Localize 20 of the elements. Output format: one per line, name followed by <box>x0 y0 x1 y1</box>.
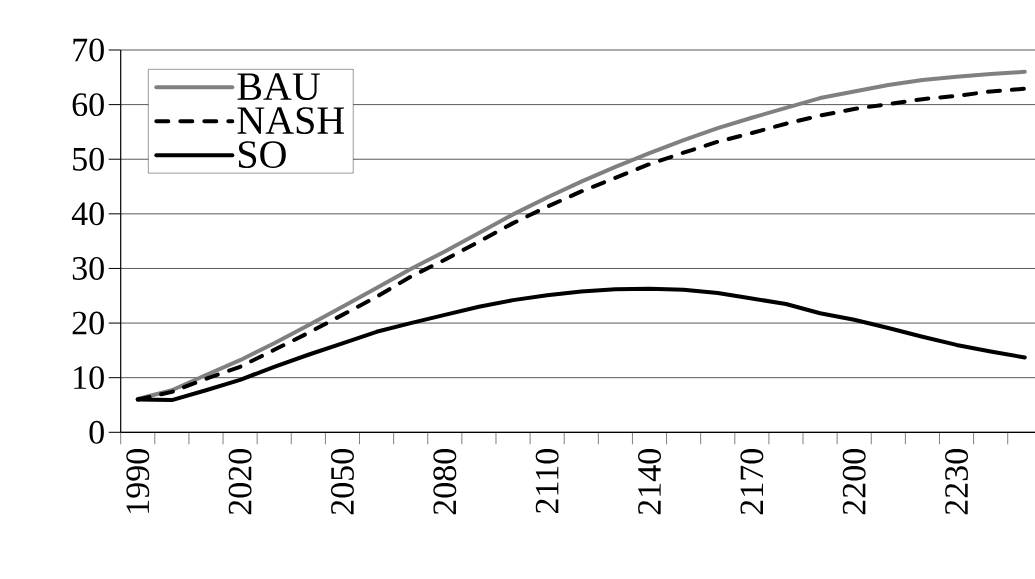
y-tick-label: 0 <box>89 420 104 444</box>
x-tick-label: 2200 <box>842 449 866 515</box>
y-tick-label: 60 <box>72 93 104 117</box>
y-tick-label: 10 <box>74 366 104 390</box>
legend-label: NASH <box>237 107 345 135</box>
y-tick-label: 20 <box>72 311 104 335</box>
x-tick-label: 2020 <box>228 449 252 515</box>
x-tick-label: 2110 <box>535 449 559 514</box>
y-tick-label: 40 <box>71 202 104 226</box>
x-tick-label: 1990 <box>126 449 150 513</box>
y-tick-label: 30 <box>72 256 104 280</box>
x-tick-label: 2080 <box>433 449 457 515</box>
x-tick-label: 2170 <box>740 449 764 515</box>
x-tick-label: 2230 <box>945 449 969 515</box>
y-tick-label: 50 <box>73 147 104 171</box>
legend-label: BAU <box>237 73 320 101</box>
legend-label: SO <box>238 141 286 169</box>
y-tick-label: 70 <box>73 38 104 62</box>
x-tick-label: 2050 <box>330 449 354 515</box>
x-tick-label: 2140 <box>638 449 661 515</box>
